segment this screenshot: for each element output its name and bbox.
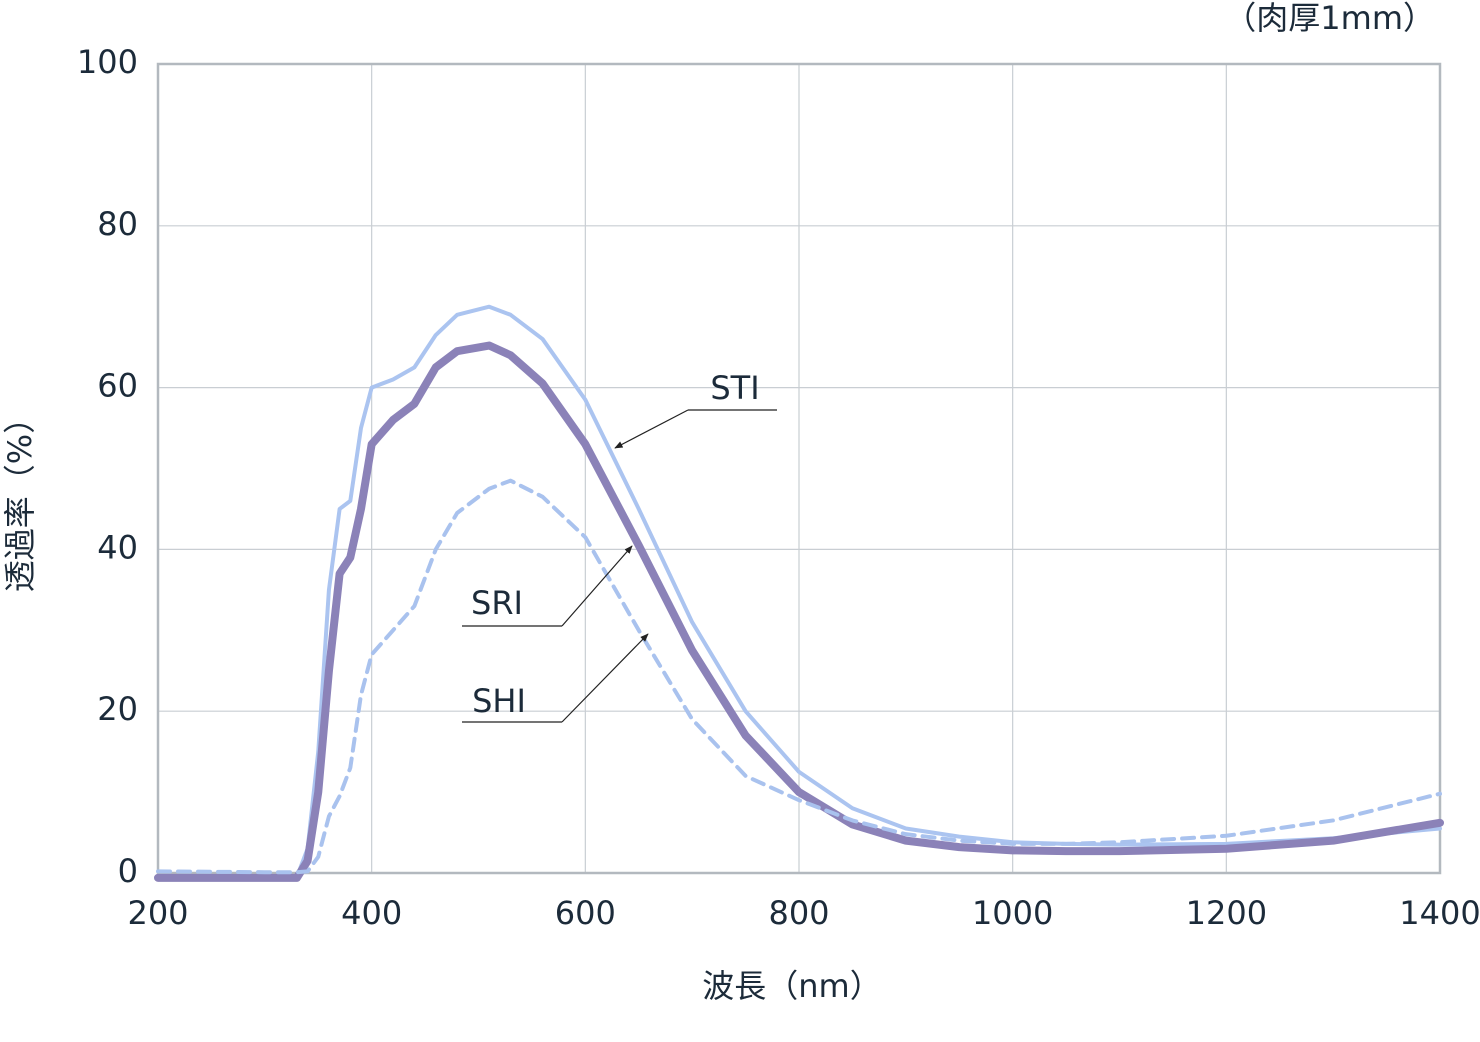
y-tick-label: 20 [97, 690, 138, 728]
label-arrow [614, 409, 689, 449]
x-tick-label: 1000 [972, 894, 1053, 932]
y-tick-label: 0 [118, 852, 138, 890]
x-tick-label: 600 [555, 894, 616, 932]
y-tick-label: 80 [97, 205, 138, 243]
series-label: SHI [472, 682, 526, 720]
chart-note: （肉厚1mm） [1224, 0, 1435, 37]
x-tick-label: 200 [127, 894, 188, 932]
y-tick-label: 40 [97, 528, 138, 566]
y-tick-label: 100 [77, 43, 138, 81]
x-tick-label: 400 [341, 894, 402, 932]
x-axis-label: 波長（nm） [702, 967, 881, 1005]
y-tick-label: 60 [97, 367, 138, 405]
x-tick-label: 1200 [1186, 894, 1267, 932]
x-tick-label: 1400 [1399, 894, 1480, 932]
label-arrow [561, 545, 633, 627]
series-line [154, 341, 1444, 882]
y-axis-label: 透過率（%） [1, 402, 39, 592]
series-label: STI [710, 369, 759, 407]
series-line [156, 478, 1442, 875]
plot-frame [156, 62, 1442, 875]
x-tick-label: 800 [768, 894, 829, 932]
label-arrow [561, 633, 649, 723]
series-label: SRI [471, 584, 523, 622]
